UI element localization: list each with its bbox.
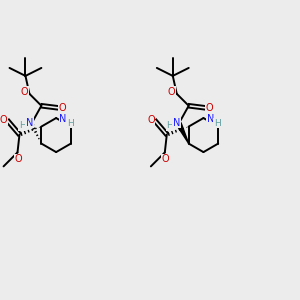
Text: N: N xyxy=(207,114,214,124)
Text: O: O xyxy=(162,154,169,164)
Text: O: O xyxy=(147,115,155,124)
Text: N: N xyxy=(173,118,180,128)
Polygon shape xyxy=(176,123,189,144)
Text: O: O xyxy=(21,87,28,97)
Text: H: H xyxy=(67,118,73,127)
Text: N: N xyxy=(26,118,33,128)
Text: H: H xyxy=(214,118,221,127)
Text: O: O xyxy=(15,154,22,164)
Text: N: N xyxy=(59,114,67,124)
Text: O: O xyxy=(58,103,66,113)
Text: O: O xyxy=(0,115,8,124)
Text: H: H xyxy=(167,121,173,130)
Text: O: O xyxy=(168,87,176,97)
Text: O: O xyxy=(206,103,213,113)
Text: H: H xyxy=(19,121,26,130)
